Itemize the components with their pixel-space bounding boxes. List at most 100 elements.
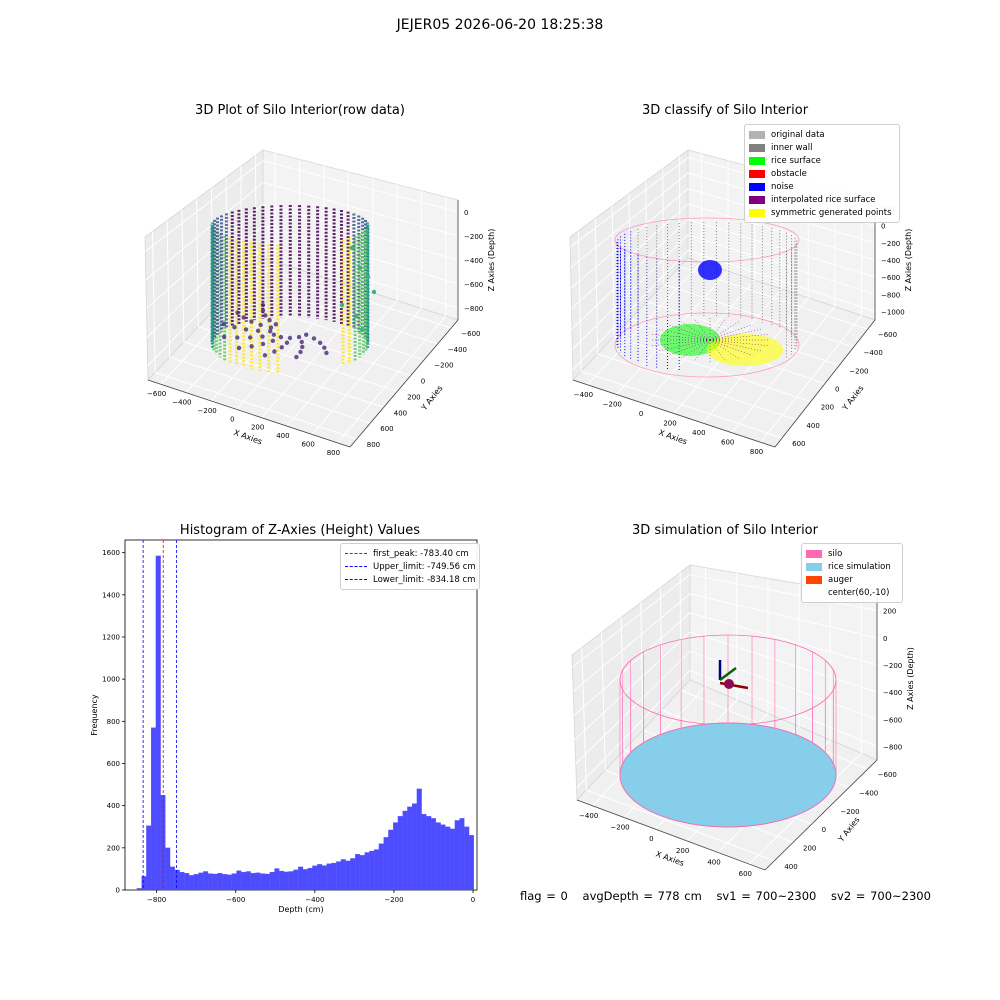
z-gridline [572, 249, 876, 371]
histogram-bar [203, 871, 209, 891]
floor-point [272, 349, 277, 354]
interpolated-surface-ray [652, 339, 711, 346]
legend-line-sample [345, 566, 367, 567]
histogram-bar [340, 859, 346, 891]
z-tick-label: −600 [464, 281, 483, 289]
auger-y-arrow [719, 667, 737, 681]
legend-swatch [749, 143, 765, 152]
histogram-bar [459, 818, 465, 891]
legend-entry: silo [806, 547, 898, 560]
histogram-bar [321, 865, 327, 891]
interpolated-surface-ray [694, 339, 711, 362]
y-axis-label: Y Axies [836, 815, 862, 844]
z-gridline [145, 181, 459, 281]
y-tick-label: −200 [840, 808, 859, 816]
y-tick-label: 0 [835, 386, 839, 394]
y-gridline [255, 155, 452, 329]
histogram-bar [350, 858, 356, 891]
x-gridline [210, 165, 325, 402]
legend-label: auger [828, 574, 853, 585]
z-gridline [147, 246, 459, 367]
legend-entry: center(60,-10) [806, 586, 898, 599]
x-tick-label: 600 [739, 870, 752, 878]
z-tick-label: −400 [883, 689, 902, 697]
histogram-bar [393, 822, 398, 891]
y-tick-label: 400 [806, 422, 819, 430]
histogram-bar [397, 816, 403, 891]
x-axis-label: Depth (cm) [278, 905, 323, 914]
legend-label: original data [771, 129, 825, 140]
y-tick-label: −400 [448, 346, 467, 354]
y-tick-label: 400 [107, 802, 120, 810]
y-tick-label: 1000 [102, 676, 120, 684]
histogram-bar [293, 869, 299, 891]
legend-swatch [749, 169, 765, 178]
floor-point [235, 310, 240, 315]
y-axis-label: Frequency [90, 694, 99, 736]
floor-point [235, 335, 240, 340]
z-tick-label: 0 [883, 635, 887, 643]
y-gridline [166, 220, 371, 424]
legend-entry: noise [749, 180, 895, 193]
y-tick-label: 400 [394, 409, 407, 417]
x-tick-label: −400 [172, 399, 191, 407]
x-tick-label: 0 [639, 410, 643, 418]
floor-point [267, 317, 272, 323]
histogram-bar [217, 873, 223, 891]
sv1-value: sv1 = 700~2300 [716, 889, 817, 903]
y-axis-label: Y Axies [419, 384, 445, 413]
x-tick-label: 400 [276, 432, 289, 440]
legend-swatch [749, 130, 765, 139]
simulation-plot-title: 3D simulation of Silo Interior [632, 523, 818, 538]
y-gridline [577, 230, 783, 439]
legend-label: noise [771, 181, 794, 192]
floor-point [258, 322, 263, 328]
legend-swatch [749, 156, 765, 165]
x-gridline [748, 594, 862, 865]
floor-point [303, 332, 309, 337]
legend-label: obstacle [771, 168, 807, 179]
floor-point [287, 335, 293, 341]
histogram-bar [184, 873, 190, 891]
histogram-bar [450, 828, 455, 891]
floor-point [322, 345, 327, 350]
legend-entry: symmetric generated points [749, 206, 895, 219]
z-tick-label: −600 [883, 716, 902, 724]
z-tick-label: 200 [883, 608, 896, 616]
floor-point [273, 322, 279, 327]
histogram-bar [431, 818, 436, 891]
simulation-3d-plot: −400 −200 0 200 400 600 400 200 0 −200 −400 −600 200… [571, 564, 915, 878]
x-tick-label: −200 [384, 896, 403, 904]
y-tick-label: −600 [461, 330, 480, 338]
floor-point [243, 327, 249, 332]
y-tick-label: 600 [792, 440, 805, 448]
simulation-legend: silo rice simulation auger center(60,-10) [801, 543, 903, 603]
histogram-bar [402, 810, 408, 891]
z-tick-label: 0 [881, 223, 885, 231]
z-tick-label: −400 [464, 257, 483, 265]
outlier-point [365, 274, 371, 280]
z-gridline [574, 631, 878, 740]
z-tick-label: −200 [464, 233, 483, 241]
floor-point [268, 329, 273, 334]
legend-swatch [806, 549, 822, 558]
y-tick-label: −400 [859, 790, 878, 798]
x-tick-label: −600 [226, 896, 245, 904]
legend-entry: first_peak: -783.40 cm [345, 547, 475, 560]
legend-entry: obstacle [749, 167, 895, 180]
floor-point [260, 341, 266, 347]
x-gridline [731, 189, 836, 433]
floor-point [294, 354, 299, 360]
floor-point [241, 315, 246, 320]
z-tick-label: −400 [881, 257, 900, 265]
avg-depth-value: avgDepth = 778 cm [582, 889, 702, 903]
floor-point [260, 334, 265, 339]
legend-label: first_peak: -783.40 cm [373, 548, 469, 559]
z-axis-label: Z Axies (Depth) [487, 229, 496, 292]
legend-label: symmetric generated points [771, 207, 892, 218]
legend-line-sample [345, 579, 367, 580]
legend-entry: auger [806, 573, 898, 586]
y-gridline [581, 647, 775, 862]
y-gridline [240, 166, 438, 345]
